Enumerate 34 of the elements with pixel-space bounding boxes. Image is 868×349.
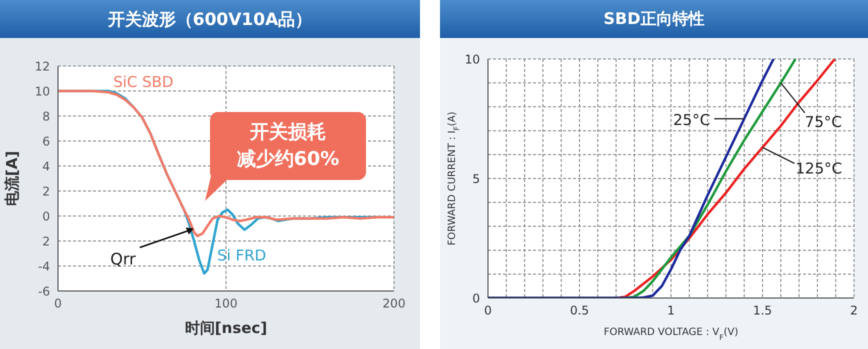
y-tick-label: 10 bbox=[464, 52, 480, 66]
series-label: SiC SBD bbox=[113, 72, 174, 91]
y-tick-label: 8 bbox=[42, 109, 50, 124]
annotation: 开关损耗 bbox=[250, 120, 326, 145]
text: 125°C bbox=[796, 159, 842, 178]
chart-title: 开关波形（600V10A品） bbox=[0, 0, 420, 38]
series-label: 25°C bbox=[673, 110, 710, 129]
series-label: Si FRD bbox=[217, 246, 266, 264]
line-series bbox=[58, 90, 394, 238]
y-tick-label: -4 bbox=[38, 259, 50, 274]
y-tick-label: 10 bbox=[34, 84, 50, 98]
chart-title: SBD正向特性 bbox=[440, 0, 868, 38]
x-tick-label: 0.5 bbox=[570, 304, 590, 318]
y-axis-title: 电流[A] bbox=[3, 150, 21, 206]
x-tick-label: 0 bbox=[54, 296, 62, 311]
y-tick-label: 2 bbox=[42, 234, 50, 248]
y-tick-label: 0 bbox=[42, 209, 50, 224]
x-tick-label: 200 bbox=[382, 296, 406, 311]
x-tick-label: 2 bbox=[850, 304, 858, 318]
annotation: Qrr bbox=[110, 250, 136, 268]
x-tick-label: 1 bbox=[667, 304, 675, 318]
y-tick-label: 2 bbox=[42, 184, 50, 198]
annotation: 减少约60% bbox=[236, 147, 340, 172]
x-tick-label: 1.5 bbox=[752, 304, 772, 318]
x-axis-title: FORWARD VOLTAGE : V$_{F}$(V) bbox=[604, 327, 738, 342]
y-tick-label: -6 bbox=[38, 284, 50, 298]
y-tick-label: 4 bbox=[42, 159, 50, 174]
x-tick-label: 100 bbox=[214, 296, 238, 311]
x-axis-title: 时间[nsec] bbox=[184, 319, 268, 337]
y-tick-label: 6 bbox=[42, 134, 50, 148]
y-tick-label: 5 bbox=[472, 172, 480, 186]
text: 75°C bbox=[804, 112, 842, 131]
y-tick-label: 12 bbox=[34, 59, 50, 74]
x-tick-label: 0 bbox=[484, 304, 492, 318]
